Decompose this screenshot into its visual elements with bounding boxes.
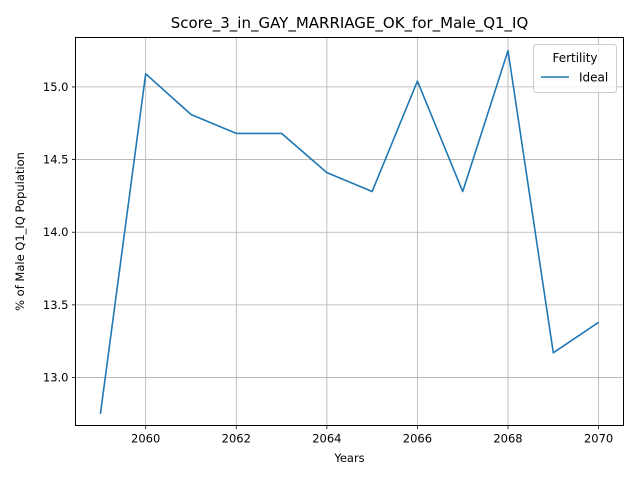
- y-tick-label-1: 13.5: [43, 298, 69, 312]
- y-tick-label-3: 14.5: [43, 153, 69, 167]
- y-axis: 13.0 13.5 14.0 14.5 15.0: [43, 80, 76, 385]
- y-axis-label: % of Male Q1_IQ Population: [13, 152, 27, 311]
- y-tick-label-0: 13.0: [43, 371, 69, 385]
- x-tick-label-5: 2070: [584, 432, 613, 446]
- legend-label-ideal: Ideal: [579, 71, 608, 85]
- plot-frame: [75, 37, 624, 426]
- y-tick-label-2: 14.0: [43, 225, 69, 239]
- legend: Fertility Ideal: [533, 44, 617, 93]
- x-tick-label-0: 2060: [131, 432, 160, 446]
- chart-title: Score_3_in_GAY_MARRIAGE_OK_for_Male_Q1_I…: [171, 14, 529, 33]
- x-tick-label-1: 2062: [222, 432, 251, 446]
- x-tick-label-2: 2064: [312, 432, 341, 446]
- x-axis-label: Years: [333, 451, 364, 465]
- legend-box: [533, 44, 617, 93]
- series-line-0: [99, 49, 600, 414]
- grid: [75, 37, 624, 426]
- x-tick-label-3: 2066: [403, 432, 432, 446]
- x-axis: 2060 2062 2064 2066 2068 2070: [131, 425, 613, 446]
- series-lines: [99, 49, 600, 414]
- y-tick-label-4: 15.0: [43, 80, 69, 94]
- x-tick-label-4: 2068: [493, 432, 522, 446]
- legend-title: Fertility: [552, 51, 597, 65]
